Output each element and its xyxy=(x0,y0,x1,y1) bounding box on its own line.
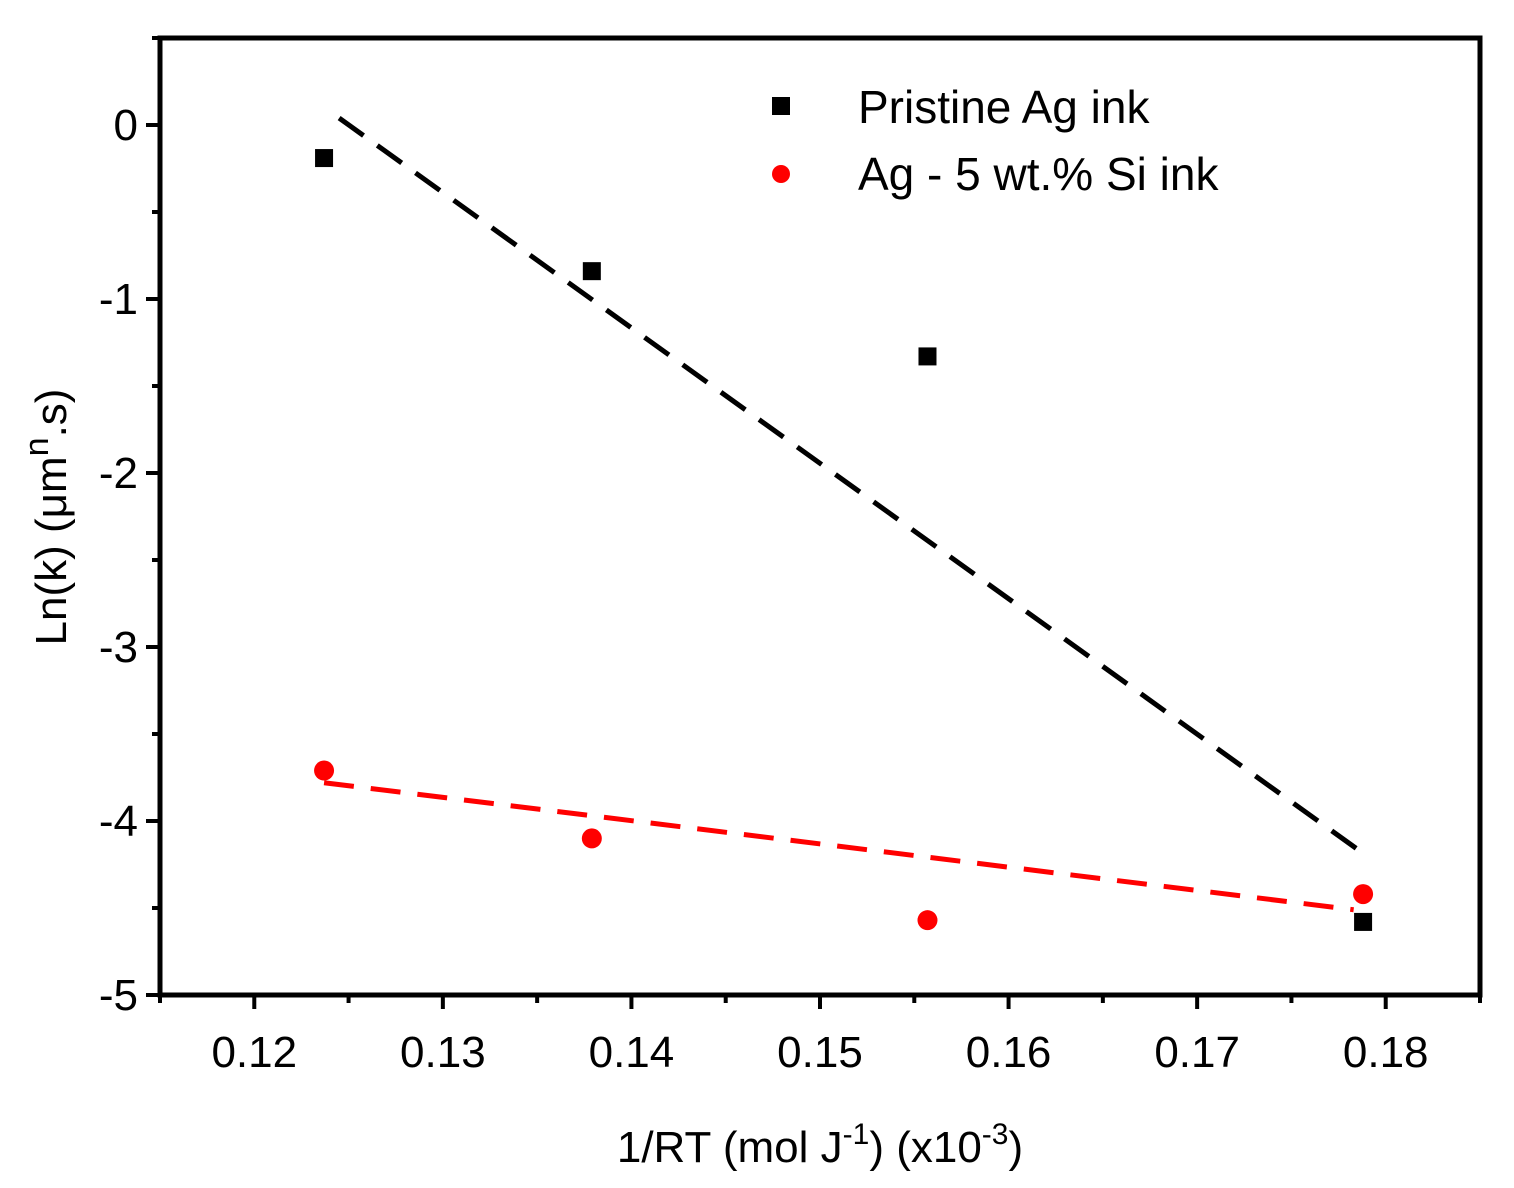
x-tick-label: 0.12 xyxy=(211,1028,297,1077)
data-point-series-0 xyxy=(1354,912,1373,931)
data-points xyxy=(314,149,1374,931)
axis-tick-labels: 0.12 0.13 0.14 0.15 0.16 0.17 0.18 0 -1 -2 -3 -4 -5 xyxy=(99,101,1429,1077)
x-tick-label: 0.18 xyxy=(1343,1028,1429,1077)
x-tick-label: 0.14 xyxy=(589,1028,675,1077)
y-tick-label: -5 xyxy=(99,971,138,1020)
y-tick-label: -4 xyxy=(99,797,138,846)
fit-line-series-1 xyxy=(323,780,1354,913)
x-axis-title: 1/RT (mol J-1) (x10-3) xyxy=(617,1118,1023,1172)
legend-marker-ag-si xyxy=(772,165,790,183)
legend: Pristine Ag ink Ag - 5 wt.% Si ink xyxy=(772,81,1219,200)
data-point-series-0 xyxy=(918,347,937,366)
y-tick-label: -1 xyxy=(99,275,138,324)
fit-line-series-0 xyxy=(337,116,1361,853)
data-point-series-0 xyxy=(582,262,601,281)
plot-frame xyxy=(157,35,1483,998)
x-tick-label: 0.17 xyxy=(1154,1028,1240,1077)
legend-label-pristine: Pristine Ag ink xyxy=(858,81,1150,133)
data-point-series-1 xyxy=(314,760,335,781)
x-tick-label: 0.15 xyxy=(777,1028,863,1077)
y-tick-label: -3 xyxy=(99,623,138,672)
data-point-series-0 xyxy=(315,149,334,168)
legend-marker-pristine xyxy=(772,97,790,115)
fit-lines xyxy=(323,116,1361,913)
data-point-series-1 xyxy=(1353,884,1374,905)
data-point-series-1 xyxy=(917,910,938,931)
y-tick-label: 0 xyxy=(114,101,138,150)
y-tick-label: -2 xyxy=(99,449,138,498)
legend-label-ag-si: Ag - 5 wt.% Si ink xyxy=(858,148,1219,200)
data-point-series-1 xyxy=(581,828,602,849)
x-tick-label: 0.16 xyxy=(966,1028,1052,1077)
y-axis-title: Ln(k) (μmn.s) xyxy=(18,389,76,646)
x-tick-label: 0.13 xyxy=(400,1028,486,1077)
axis-ticks xyxy=(146,36,1482,1009)
